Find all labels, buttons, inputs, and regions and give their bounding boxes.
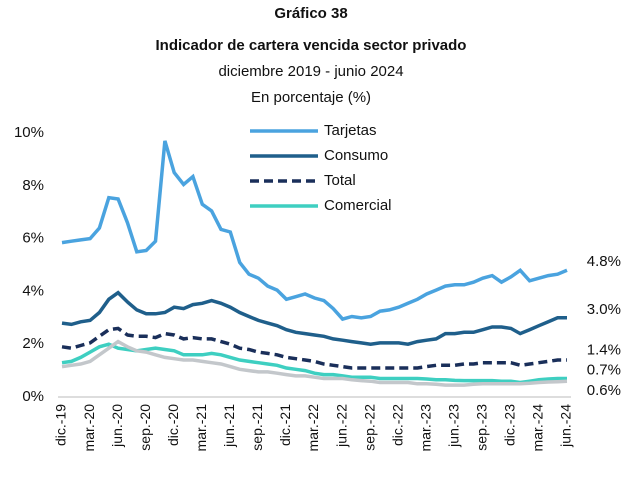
series-line: [61, 140, 568, 322]
x-tick-label: dic.-21: [277, 404, 293, 446]
x-tick-label: jun.-24: [558, 404, 574, 448]
x-tick-label: jun.-20: [109, 404, 125, 448]
chart-note: En porcentaje (%): [251, 89, 371, 106]
y-tick-label: 2%: [22, 335, 44, 352]
legend-label: Total: [324, 172, 356, 189]
x-tick-label: mar.-22: [305, 404, 321, 452]
end-label: 0.7%: [587, 361, 621, 378]
x-tick-label: mar.-20: [81, 404, 97, 452]
chart-title: Gráfico 38: [274, 5, 347, 22]
end-label: 4.8%: [587, 253, 621, 270]
y-tick-label: 0%: [22, 388, 44, 405]
y-tick-label: 6%: [22, 230, 44, 247]
chart-subtitle: diciembre 2019 - junio 2024: [218, 63, 403, 80]
x-tick-label: sep.-22: [361, 404, 377, 451]
x-tick-label: mar.-21: [193, 404, 209, 452]
x-tick-label: dic.-19: [53, 404, 69, 446]
chart-title: Indicador de cartera vencida sector priv…: [156, 37, 467, 54]
series-line: [61, 326, 567, 370]
end-label: 0.6%: [587, 382, 621, 399]
x-tick-label: mar.-24: [530, 404, 546, 452]
y-tick-label: 8%: [22, 177, 44, 194]
x-tick-label: sep.-23: [474, 404, 490, 451]
y-tick-label: 4%: [22, 282, 44, 299]
series-line: [61, 339, 568, 387]
y-tick-label: 10%: [14, 124, 44, 141]
x-tick-label: jun.-22: [333, 404, 349, 448]
x-tick-label: sep.-20: [137, 404, 153, 451]
series-line: [61, 290, 567, 346]
series-line: [61, 342, 567, 385]
x-tick-label: dic.-20: [165, 404, 181, 446]
end-label: 1.4%: [587, 341, 621, 358]
x-tick-label: mar.-23: [417, 404, 433, 452]
x-tick-label: jun.-23: [445, 404, 461, 448]
end-label: 3.0%: [587, 301, 621, 318]
legend-label: Comercial: [324, 197, 392, 214]
x-tick-label: jun.-21: [221, 404, 237, 448]
legend-label: Consumo: [324, 147, 388, 164]
x-tick-label: dic.-23: [502, 404, 518, 446]
x-tick-label: dic.-22: [389, 404, 405, 446]
x-tick-label: sep.-21: [249, 404, 265, 451]
legend-label: Tarjetas: [324, 122, 377, 139]
